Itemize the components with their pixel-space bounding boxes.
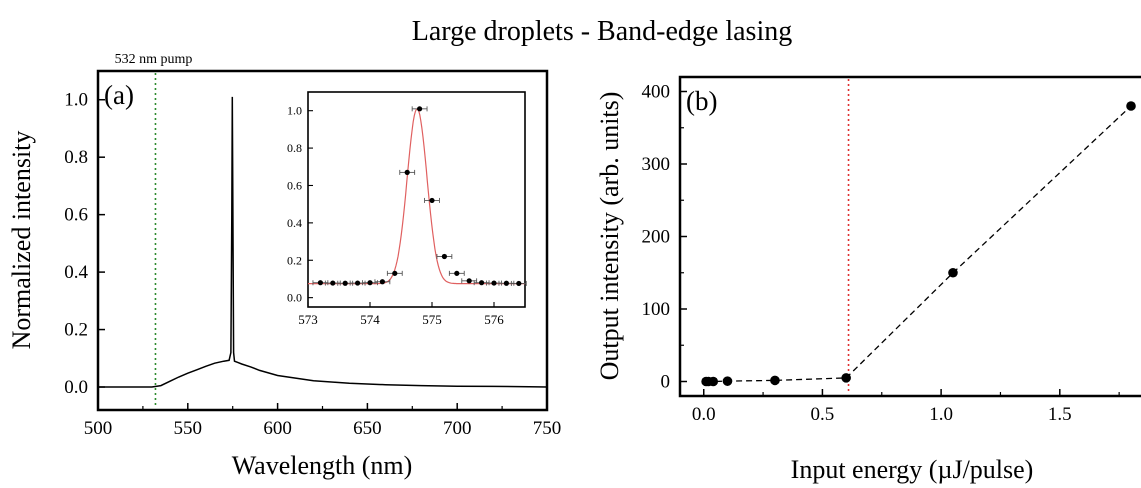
panel-a-y-tick-label: 0.8 [64,147,88,168]
inset-x-tick-label: 573 [298,312,318,327]
panel-b-data-point [708,376,719,387]
panel-a-inset: 573 574 575 576 0.0 0.2 0.4 0.6 0.8 1.0 [287,91,527,327]
panel-b-x-axis-label: Input energy (µJ/pulse) [791,455,1034,484]
panel-b-x-tick-label: 0.5 [811,404,835,425]
inset-data-point [454,270,460,276]
inset-data-point [466,278,472,284]
inset-data-point [392,270,398,276]
inset-data-point [429,197,435,204]
panel-a-y-axis-label: Normalized intensity [7,131,36,350]
inset-data-point [491,280,497,286]
inset-y-tick-label: 0.4 [287,216,302,230]
inset-data-point [355,280,361,286]
inset-x-ticks: 573 574 575 576 [298,302,504,327]
panel-a-y-tick-label: 0.2 [64,320,88,341]
panel-b-y-axis-label: Output intensity (arb. units) [595,92,624,381]
panel-b-data-point [948,267,958,278]
inset-y-tick-label: 0.0 [287,291,302,305]
panel-b-y-tick-label: 100 [642,299,671,320]
inset-y-tick-label: 0.8 [287,141,302,155]
panel-b-x-ticks: 0.0 0.5 1.0 1.5 [692,389,1120,425]
panel-b-y-tick-label: 300 [642,154,671,175]
panel-a-x-tick-label: 750 [533,418,562,439]
panel-b-data-point [841,373,851,383]
panel-b-y-tick-label: 400 [642,82,671,103]
panel-a-y-ticks: 0.0 0.2 0.4 0.6 0.8 1.0 [64,90,105,398]
inset-data-point [441,253,447,260]
inset-frame [307,91,526,308]
inset-x-tick-label: 576 [484,312,504,327]
panel-a-x-tick-label: 500 [84,418,113,439]
inset-data-points [312,106,527,287]
panel-b-data-points [701,101,1136,387]
panel-a-x-ticks: 500 550 600 650 700 750 [84,403,562,439]
panel-b-y-ticks: 0 100 200 300 400 [642,82,687,393]
panel-a-x-tick-label: 650 [353,418,382,439]
inset-y-tick-label: 0.2 [287,253,302,267]
panel-b-x-tick-label: 1.0 [929,404,953,425]
panel-b: 0.0 0.5 1.0 1.5 0 100 200 300 400 (b) Input ene… [595,75,1141,484]
inset-data-point [330,280,336,286]
inset-x-tick-label: 575 [422,312,442,327]
panel-b-data-point [770,375,780,386]
inset-data-point [516,280,522,287]
inset-data-point [367,280,373,286]
inset-y-ticks: 0.0 0.2 0.4 0.6 0.8 1.0 [287,104,313,305]
inset-data-point [342,280,348,286]
inset-data-point [404,169,410,175]
panel-a-y-tick-label: 0.4 [64,262,88,283]
panel-a-y-tick-label: 1.0 [64,90,88,111]
inset-y-tick-label: 1.0 [287,104,302,118]
panel-b-x-tick-label: 0.0 [692,404,716,425]
panel-b-data-point [1126,101,1136,111]
panel-b-x-tick-label: 1.5 [1048,404,1072,425]
panel-a-y-tick-label: 0.6 [64,205,88,226]
panel-a: 500 550 600 650 700 750 0.0 0.2 0.4 0.6 0.8 1.0 53… [7,52,561,480]
panel-b-y-tick-label: 0 [661,372,671,393]
panel-a-spectrum-line [98,96,548,388]
panel-a-label: (a) [104,80,134,110]
panel-a-x-tick-label: 700 [443,418,472,439]
inset-data-point [317,280,323,286]
panel-b-frame [678,75,1141,398]
panel-a-x-tick-label: 600 [263,418,292,439]
panel-b-y-tick-label: 200 [642,227,671,248]
panel-a-pump-annotation: 532 nm pump [115,52,193,67]
inset-data-point [503,280,509,286]
inset-data-point [379,279,385,285]
panel-a-x-tick-label: 550 [174,418,203,439]
figure-title: Large droplets - Band-edge lasing [412,16,792,47]
panel-a-x-axis-label: Wavelength (nm) [232,451,413,480]
panel-b-data-point [722,376,733,386]
inset-x-tick-label: 574 [360,312,380,327]
panel-a-y-tick-label: 0.0 [64,377,88,398]
panel-b-dashed-line [706,105,1132,383]
inset-y-tick-label: 0.6 [287,178,302,192]
inset-data-point [417,106,423,112]
panel-b-label: (b) [686,86,717,116]
inset-data-point [479,280,485,286]
